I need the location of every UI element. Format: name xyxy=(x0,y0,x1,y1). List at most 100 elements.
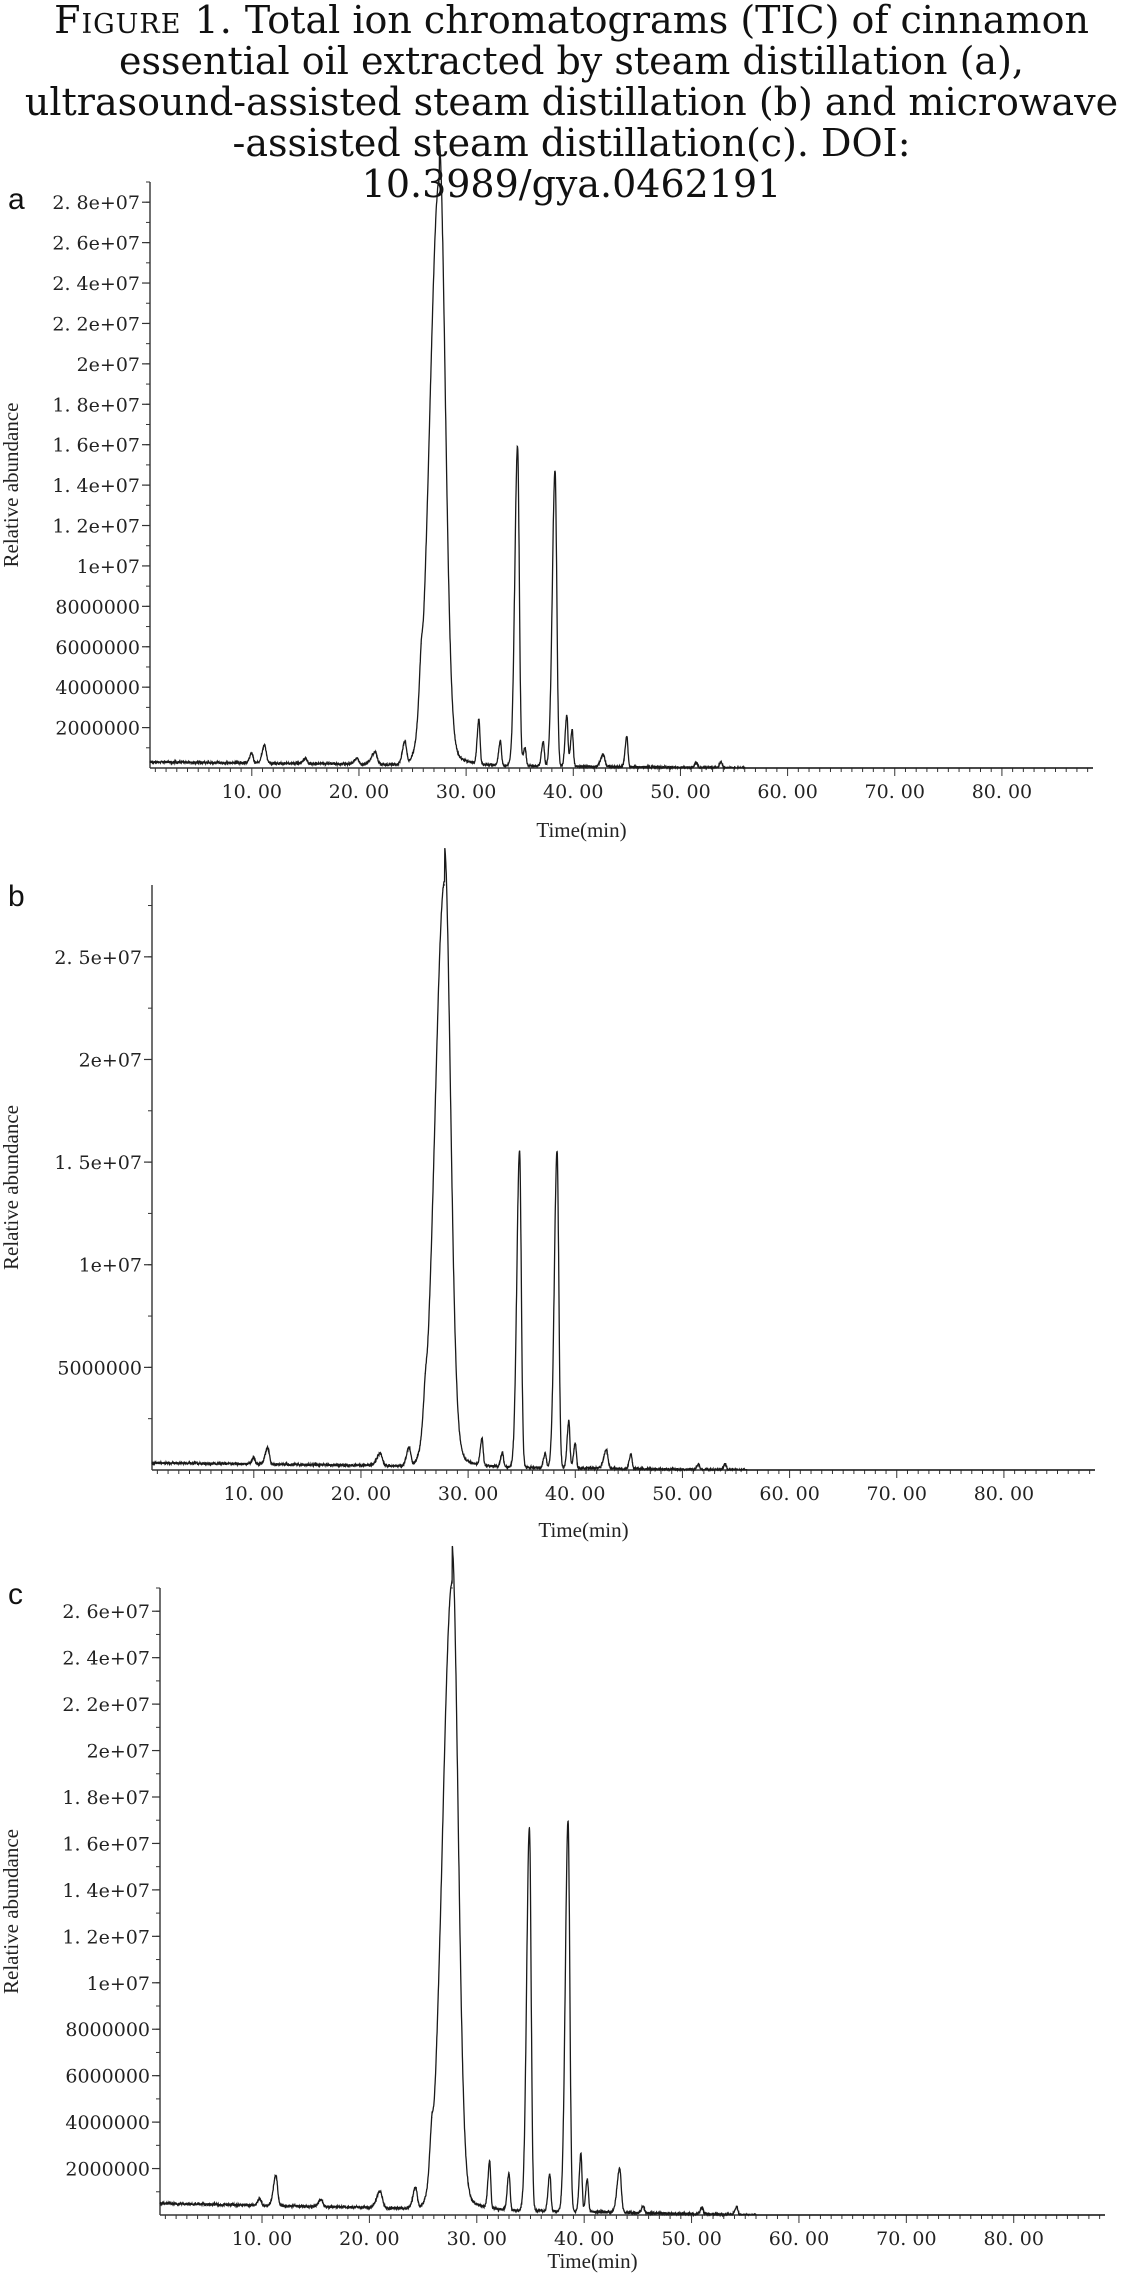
peak-apex xyxy=(420,643,422,645)
y-tick-label: 2000000 xyxy=(65,2159,150,2181)
x-tick-label: 20. 00 xyxy=(331,1483,391,1505)
peak-apex xyxy=(259,2197,261,2200)
y-tick-label: 2. 6e+07 xyxy=(62,1601,150,1623)
peak-apex xyxy=(424,1372,426,1375)
peak-apex xyxy=(619,2167,621,2169)
y-tick-label: 2. 5e+07 xyxy=(54,947,142,969)
y-tick-label: 8000000 xyxy=(55,596,140,618)
chromatogram-a: 10. 00 20. 00 30. 00 40. 00 50. 00 60. 00 70. … xyxy=(0,143,1093,842)
x-tick-label: 50. 00 xyxy=(652,1483,712,1505)
y-tick-label: 1. 5e+07 xyxy=(54,1152,142,1174)
peak-apex xyxy=(379,2190,381,2193)
x-tick-label: 50. 00 xyxy=(661,2228,721,2250)
peak-apex xyxy=(499,740,502,742)
y-tick-label: 2. 2e+07 xyxy=(52,313,140,335)
peak-apex xyxy=(508,2172,510,2174)
y-tick-label: 1. 4e+07 xyxy=(52,475,140,497)
x-tick-label: 50. 00 xyxy=(650,781,710,803)
tic-trace xyxy=(149,143,1093,771)
peak-apex xyxy=(630,1453,632,1455)
y-tick-label: 6000000 xyxy=(65,2066,150,2088)
y-tick-label: 2000000 xyxy=(55,718,140,740)
peak-apex xyxy=(602,753,604,756)
y-tick-label: 2. 2e+07 xyxy=(62,1694,150,1716)
peak-apex xyxy=(586,2178,588,2180)
x-tick-label: 10. 00 xyxy=(232,2228,292,2250)
peak-apex xyxy=(697,1463,700,1466)
panel-label-b: b xyxy=(8,880,25,913)
x-tick-label: 20. 00 xyxy=(339,2228,399,2250)
x-tick-label: 30. 00 xyxy=(447,2228,507,2250)
x-tick-label: 30. 00 xyxy=(438,1483,498,1505)
y-tick-label: 1. 4e+07 xyxy=(62,1880,150,1902)
x-tick-label: 60. 00 xyxy=(769,2228,829,2250)
chromatogram-b: 10. 00 20. 00 30. 00 40. 00 50. 00 60. 00 70. … xyxy=(0,848,1095,1542)
peak-apex xyxy=(518,1150,521,1152)
x-tick-label: 10. 00 xyxy=(222,781,282,803)
peak-apex xyxy=(571,729,573,731)
x-tick-label: 80. 00 xyxy=(972,781,1032,803)
peak-apex xyxy=(478,718,480,720)
peak-apex xyxy=(438,181,440,183)
y-tick-label: 4000000 xyxy=(55,677,140,699)
peak-apex xyxy=(724,1463,726,1465)
peak-apex xyxy=(275,2174,277,2177)
peak-apex xyxy=(720,761,722,763)
peak-apex xyxy=(554,470,556,472)
peak-apex xyxy=(528,1826,531,1829)
panel-label-c: c xyxy=(8,1578,23,1611)
peak-apex xyxy=(695,761,698,764)
peak-apex xyxy=(443,884,446,886)
peak-apex xyxy=(451,1587,453,1589)
y-tick-label: 1e+07 xyxy=(79,1255,142,1277)
x-tick-label: 60. 00 xyxy=(757,781,817,803)
peak-apex xyxy=(568,1420,570,1422)
y-tick-label: 8000000 xyxy=(65,2019,150,2041)
x-tick-label: 40. 00 xyxy=(543,781,603,803)
figure-label: Figure 1. xyxy=(54,0,233,42)
peak-apex xyxy=(267,1447,269,1449)
peak-apex xyxy=(408,1446,410,1448)
peak-apex xyxy=(320,2199,322,2201)
peak-apex xyxy=(566,714,568,717)
peak-apex xyxy=(414,2186,417,2188)
peak-apex xyxy=(580,2153,582,2155)
peak-apex xyxy=(524,746,526,749)
y-tick-label: 2e+07 xyxy=(87,1741,150,1763)
peak-apex xyxy=(379,1452,381,1454)
x-axis-title: Time(min) xyxy=(547,2249,637,2273)
y-tick-label: 2e+07 xyxy=(79,1049,142,1071)
chromatogram-c: 10. 00 20. 00 30. 00 40. 00 50. 00 60. 00 70. … xyxy=(0,1545,1105,2273)
y-tick-label: 1. 8e+07 xyxy=(52,394,140,416)
peak-apex xyxy=(544,1452,546,1454)
peak-apex xyxy=(516,445,519,448)
figure-caption-text: Total ion chromatograms (TIC) of cinnamo… xyxy=(24,0,1119,206)
figure-caption: Figure 1. Total ion chromatograms (TIC) … xyxy=(20,0,1123,205)
peak-apex xyxy=(501,1451,504,1453)
y-tick-label: 1. 6e+07 xyxy=(62,1833,150,1855)
peak-apex xyxy=(626,735,628,738)
x-axis-title: Time(min) xyxy=(538,1518,628,1542)
y-tick-label: 4000000 xyxy=(65,2112,150,2134)
peak-apex xyxy=(356,757,358,759)
y-tick-label: 6000000 xyxy=(55,637,140,659)
y-tick-label: 1. 8e+07 xyxy=(62,1787,150,1809)
peak-apex xyxy=(489,2160,491,2163)
tic-trace xyxy=(159,1545,1105,2218)
peak-apex xyxy=(374,751,376,753)
peak-apex xyxy=(304,757,306,760)
x-tick-label: 80. 00 xyxy=(974,1483,1034,1505)
x-tick-label: 20. 00 xyxy=(329,781,389,803)
peak-apex xyxy=(481,1437,483,1439)
peak-apex xyxy=(251,752,253,754)
y-axis-title: Relative abundance xyxy=(0,1105,23,1270)
x-axis-title: Time(min) xyxy=(536,818,626,842)
y-tick-label: 2. 4e+07 xyxy=(62,1648,150,1670)
y-tick-label: 2. 6e+07 xyxy=(52,233,140,255)
y-tick-label: 1e+07 xyxy=(77,556,140,578)
peak-apex xyxy=(556,1151,558,1153)
x-tick-label: 10. 00 xyxy=(224,1483,284,1505)
x-tick-label: 80. 00 xyxy=(984,2228,1044,2250)
y-tick-label: 2. 4e+07 xyxy=(52,273,140,295)
peak-apex xyxy=(253,1457,255,1459)
